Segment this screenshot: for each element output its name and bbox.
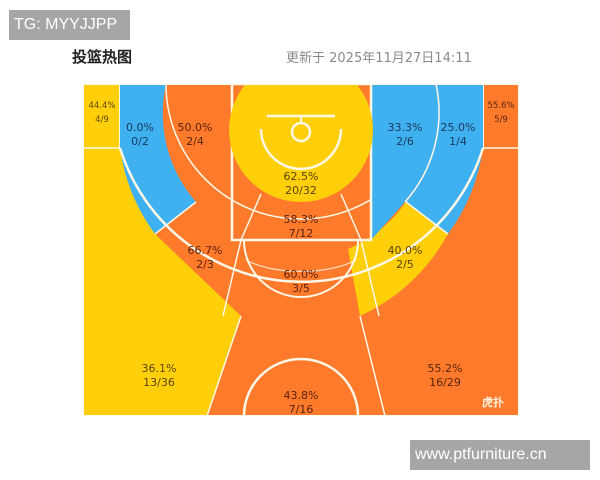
svg-text:43.8%: 43.8% (284, 389, 319, 402)
svg-text:55.2%: 55.2% (428, 362, 463, 375)
svg-text:55.6%: 55.6% (487, 101, 514, 111)
updated-timestamp: 更新于 2025年11月27日14:11 (286, 51, 472, 66)
label-left-baseline-mid: 50.0% 2/4 (178, 121, 213, 148)
svg-text:3/5: 3/5 (292, 282, 310, 295)
shot-chart-court: 44.4% 4/9 0.0% 0/2 50.0% 2/4 62.5% 20/32… (83, 84, 519, 416)
label-restricted-area: 62.5% 20/32 (284, 170, 319, 197)
svg-text:36.1%: 36.1% (142, 362, 177, 375)
svg-text:62.5%: 62.5% (284, 170, 319, 183)
svg-text:4/9: 4/9 (95, 115, 109, 125)
label-paint: 58.3% 7/12 (284, 213, 319, 240)
zone-right-baseline-mid[interactable] (371, 84, 440, 240)
svg-text:2/4: 2/4 (186, 135, 204, 148)
label-right-corner-3: 55.6% 5/9 (487, 101, 514, 125)
svg-text:58.3%: 58.3% (284, 213, 319, 226)
svg-text:16/29: 16/29 (429, 376, 461, 389)
svg-text:13/36: 13/36 (143, 376, 175, 389)
zone-right-corner-3[interactable] (483, 84, 519, 148)
svg-text:40.0%: 40.0% (388, 244, 423, 257)
label-right-baseline-mid: 33.3% 2/6 (388, 121, 423, 148)
label-top-of-key-3: 43.8% 7/16 (284, 389, 319, 416)
svg-text:7/12: 7/12 (289, 227, 314, 240)
svg-text:44.4%: 44.4% (88, 101, 115, 111)
label-right-wing-3-outer: 25.0% 1/4 (441, 121, 476, 148)
label-right-elbow-mid: 40.0% 2/5 (388, 244, 423, 271)
label-left-elbow-mid: 66.7% 2/3 (188, 244, 223, 271)
svg-text:2/6: 2/6 (396, 135, 414, 148)
svg-text:25.0%: 25.0% (441, 121, 476, 134)
svg-text:33.3%: 33.3% (388, 121, 423, 134)
svg-text:5/9: 5/9 (494, 115, 508, 125)
watermark-top-left: TG: MYYJJPP (9, 10, 130, 40)
label-left-wing-3-outer: 0.0% 0/2 (126, 121, 154, 148)
svg-text:7/16: 7/16 (289, 403, 314, 416)
svg-text:66.7%: 66.7% (188, 244, 223, 257)
svg-text:1/4: 1/4 (449, 135, 467, 148)
svg-text:2/5: 2/5 (396, 258, 414, 271)
zone-restricted-area[interactable] (229, 84, 373, 202)
label-right-wing-3: 55.2% 16/29 (428, 362, 463, 389)
label-left-wing-3: 36.1% 13/36 (142, 362, 177, 389)
zone-right-wing-3-outer[interactable] (406, 84, 483, 234)
page-title: 投篮热图 (72, 48, 133, 66)
label-top-key-mid: 60.0% 3/5 (284, 268, 319, 295)
svg-text:0/2: 0/2 (131, 135, 149, 148)
watermark-bottom-right: www.ptfurniture.cn (410, 440, 590, 470)
label-left-corner-3: 44.4% 4/9 (88, 101, 115, 125)
svg-text:50.0%: 50.0% (178, 121, 213, 134)
zone-left-corner-3[interactable] (83, 84, 120, 148)
svg-text:0.0%: 0.0% (126, 121, 154, 134)
svg-text:60.0%: 60.0% (284, 268, 319, 281)
svg-text:2/3: 2/3 (196, 258, 214, 271)
brand-logo: 虎扑 (482, 395, 504, 409)
zone-left-wing-3-outer[interactable] (120, 84, 196, 234)
svg-text:20/32: 20/32 (285, 184, 317, 197)
